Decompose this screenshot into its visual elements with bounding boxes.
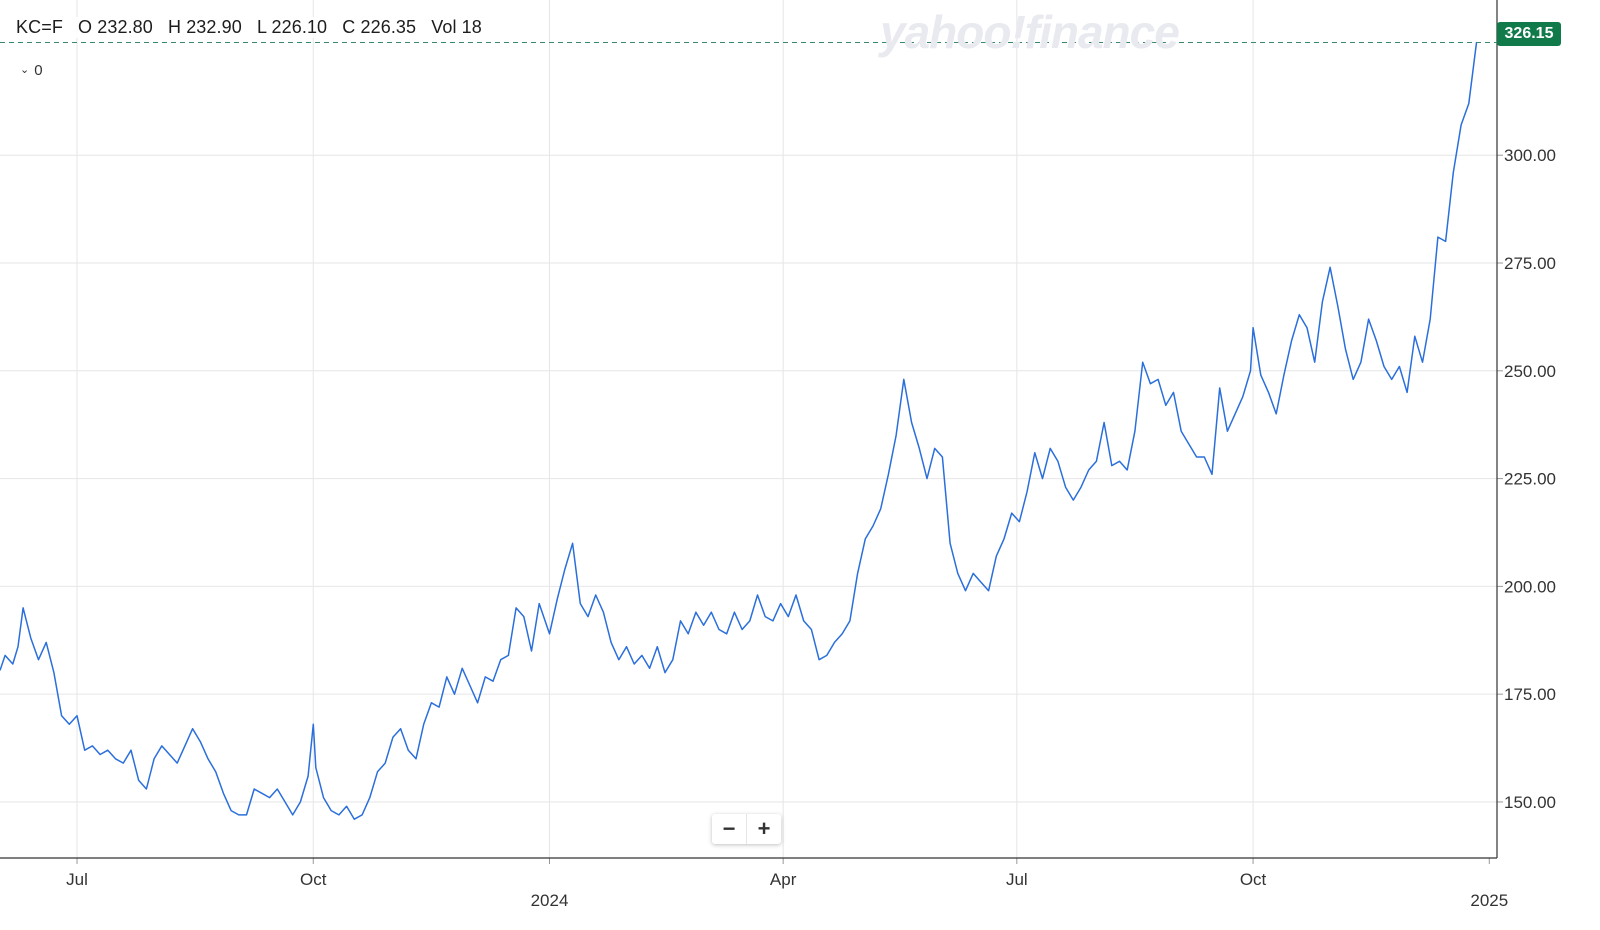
price-line (0, 42, 1478, 820)
x-tick-label: Jul (66, 870, 88, 889)
y-tick-label: 175.00 (1504, 685, 1556, 704)
low-value: L 226.10 (256, 17, 328, 37)
chevron-down-icon: ⌄ (20, 64, 30, 76)
x-tick-label: Oct (1240, 870, 1267, 889)
zoom-in-button[interactable]: + (746, 814, 781, 844)
close-value: C 226.35 (342, 17, 417, 37)
x-tick-label: Oct (300, 870, 327, 889)
y-tick-label: 250.00 (1504, 362, 1556, 381)
y-tick-label: 300.00 (1504, 146, 1556, 165)
volume-value: Vol 18 (431, 17, 482, 37)
y-tick-label: 200.00 (1504, 577, 1556, 596)
symbol-label: KC=F (16, 17, 63, 37)
indicator-toggle[interactable]: ⌄ 0 (20, 62, 43, 79)
zoom-out-button[interactable]: − (722, 816, 736, 841)
high-value: H 232.90 (168, 17, 242, 37)
y-tick-label: 150.00 (1504, 793, 1556, 812)
x-tick-label: Apr (770, 870, 797, 889)
last-price-badge: 326.15 (1497, 22, 1561, 46)
zoom-controls: − + (712, 814, 781, 844)
x-tick-label: Jul (1006, 870, 1028, 889)
y-tick-label: 275.00 (1504, 254, 1556, 273)
x-tick-label: 2024 (531, 891, 569, 910)
y-tick-label: 225.00 (1504, 470, 1556, 489)
x-tick-label: 2025 (1470, 891, 1508, 910)
open-value: O 232.80 (78, 17, 153, 37)
ohlc-header: KC=F O 232.80 H 232.90 L 226.10 C 226.35… (16, 17, 492, 38)
yahoo-finance-watermark: yahoo!finance (880, 6, 1180, 58)
indicator-count: 0 (34, 62, 43, 79)
